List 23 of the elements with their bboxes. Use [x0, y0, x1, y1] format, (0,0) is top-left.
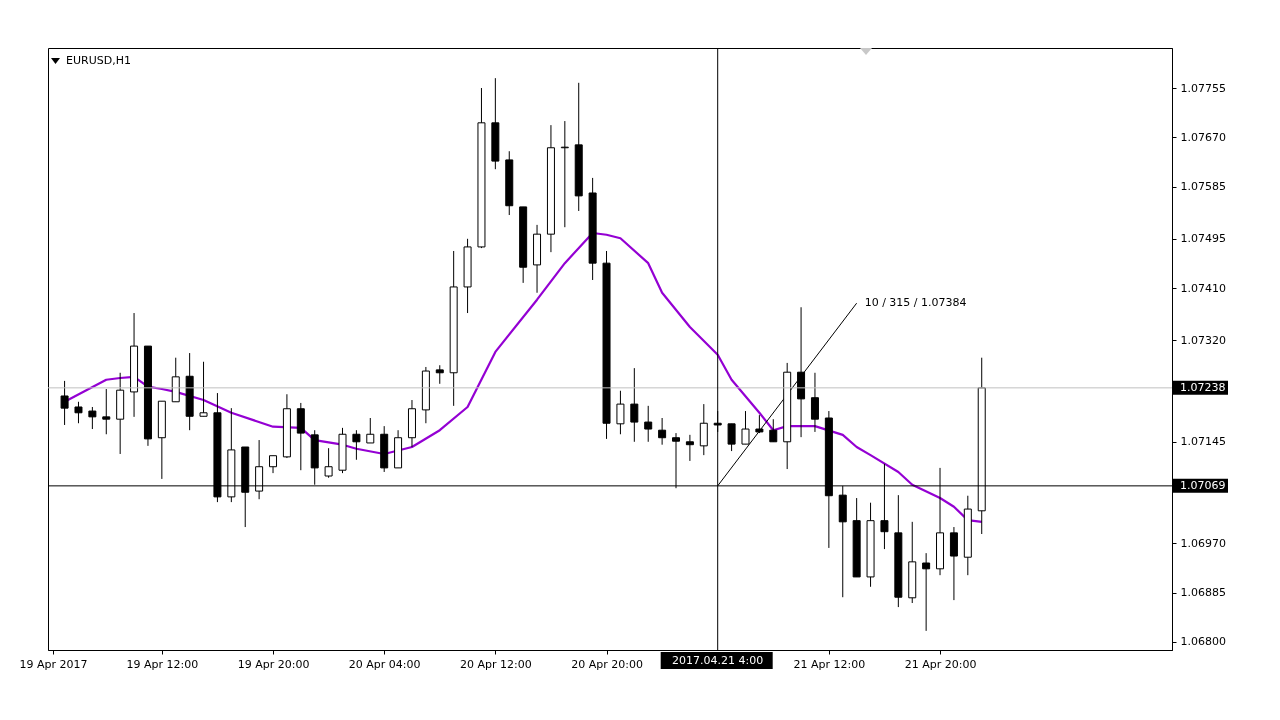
y-tick-label: 1.07585 — [1180, 180, 1226, 194]
x-tick-label: 20 Apr 20:00 — [571, 657, 643, 671]
annotation: 10 / 315 / 1.07384 — [864, 296, 967, 310]
ref-line-label: 1.07069 — [1180, 478, 1226, 492]
text: EURUSD,H1 — [66, 53, 131, 67]
y-tick-label: 1.07755 — [1180, 81, 1226, 95]
y-tick-label: 1.06885 — [1180, 586, 1226, 600]
x-tick-label: 20 Apr 12:00 — [459, 657, 532, 671]
x-tick-label: 21 Apr 20:00 — [904, 657, 977, 671]
y-tick-label: 1.07320 — [1180, 333, 1226, 347]
x-tick-label: 19 Apr 20:00 — [237, 657, 310, 671]
y-tick-label: 1.06970 — [1180, 536, 1226, 550]
y-tick-label: 1.07495 — [1180, 232, 1226, 246]
y-tick-label: 1.07145 — [1180, 435, 1226, 449]
x-tick-label: 21 Apr 12:00 — [793, 657, 866, 671]
ref-line-label: 1.07238 — [1180, 380, 1226, 394]
x-tick-label: 19 Apr 2017 — [19, 657, 88, 671]
x-tick-label: 19 Apr 12:00 — [126, 657, 199, 671]
x-tick-label: 20 Apr 04:00 — [348, 657, 421, 671]
y-tick-label: 1.07670 — [1180, 130, 1226, 144]
ref-line-label: 2017.04.21 4:00 — [672, 654, 764, 667]
y-tick-label: 1.06800 — [1180, 635, 1226, 649]
y-tick-label: 1.07410 — [1180, 281, 1226, 295]
